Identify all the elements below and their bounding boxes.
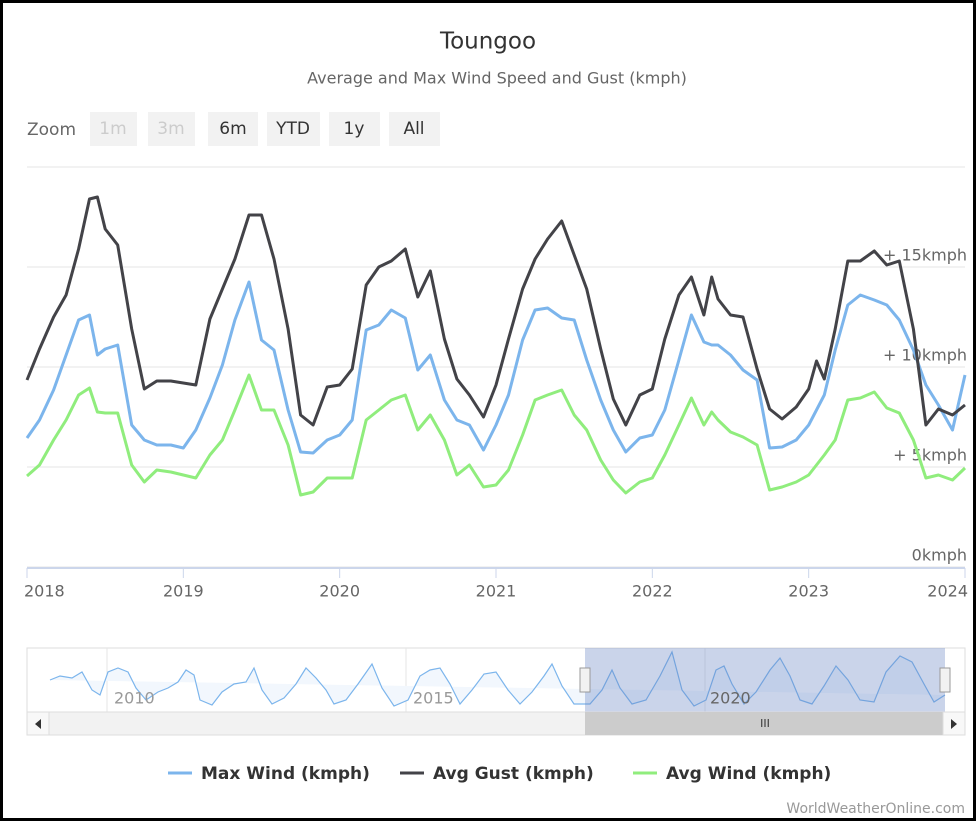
zoom-button[interactable] — [329, 112, 380, 146]
x-tick-label: 2022 — [632, 582, 673, 601]
zoom-button-label[interactable]: YTD — [275, 119, 310, 139]
series-line — [25, 280, 967, 455]
x-tick-label: 2020 — [319, 582, 360, 601]
zoom-button[interactable] — [267, 112, 320, 146]
navigator-handle[interactable] — [579, 667, 591, 693]
zoom-button[interactable] — [90, 112, 137, 146]
scroll-right-arrow[interactable] — [951, 719, 957, 729]
navigator-label: 2015 — [413, 689, 454, 708]
x-tick-label: 2018 — [24, 582, 65, 601]
navigator-series — [49, 650, 946, 707]
navigator-label: 2020 — [710, 689, 751, 708]
y-tick-label: + 15kmph — [883, 246, 967, 265]
legend-label: Avg Wind (kmph) — [666, 764, 831, 784]
series-line — [26, 373, 967, 497]
zoom-button-label[interactable]: All — [403, 119, 424, 139]
credits: WorldWeatherOnline.com — [786, 801, 965, 817]
scrollbar-grip[interactable]: III — [760, 717, 770, 730]
y-tick-label: 0kmph — [912, 546, 967, 565]
zoom-button[interactable] — [148, 112, 195, 146]
chart-title: Toungoo — [439, 29, 536, 55]
legend-label: Max Wind (kmph) — [201, 764, 370, 784]
x-tick-label: 2019 — [163, 582, 204, 601]
zoom-button[interactable] — [208, 112, 258, 146]
x-tick-label: 2021 — [476, 582, 517, 601]
scrollbar: III — [26, 711, 966, 736]
x-tick-label: 2023 — [788, 582, 829, 601]
scrollbar-thumb[interactable] — [585, 712, 945, 735]
scroll-left-arrow[interactable] — [35, 719, 41, 729]
zoom-button-label[interactable]: 1m — [99, 119, 126, 139]
zoom-button-label[interactable]: 3m — [157, 119, 184, 139]
x-tick-label: 2024 — [927, 582, 968, 601]
zoom-label: Zoom — [27, 120, 76, 140]
zoom-button[interactable] — [389, 112, 440, 146]
zoom-button-label[interactable]: 6m — [219, 119, 246, 139]
legend-label: Avg Gust (kmph) — [433, 764, 594, 784]
chart-subtitle: Average and Max Wind Speed and Gust (kmp… — [307, 69, 687, 88]
navigator-label: 2010 — [114, 689, 155, 708]
zoom-button-label[interactable]: 1y — [344, 119, 365, 139]
navigator-selection[interactable] — [585, 648, 945, 712]
navigator: 2010 2015 2020 — [26, 647, 966, 713]
navigator-handle[interactable] — [939, 667, 951, 693]
y-tick-label: + 10kmph — [883, 346, 967, 365]
zoom-buttons: 1m 3m 6m YTD 1y All — [90, 112, 440, 146]
series-line — [25, 195, 966, 427]
y-tick-label: + 5kmph — [893, 446, 967, 465]
